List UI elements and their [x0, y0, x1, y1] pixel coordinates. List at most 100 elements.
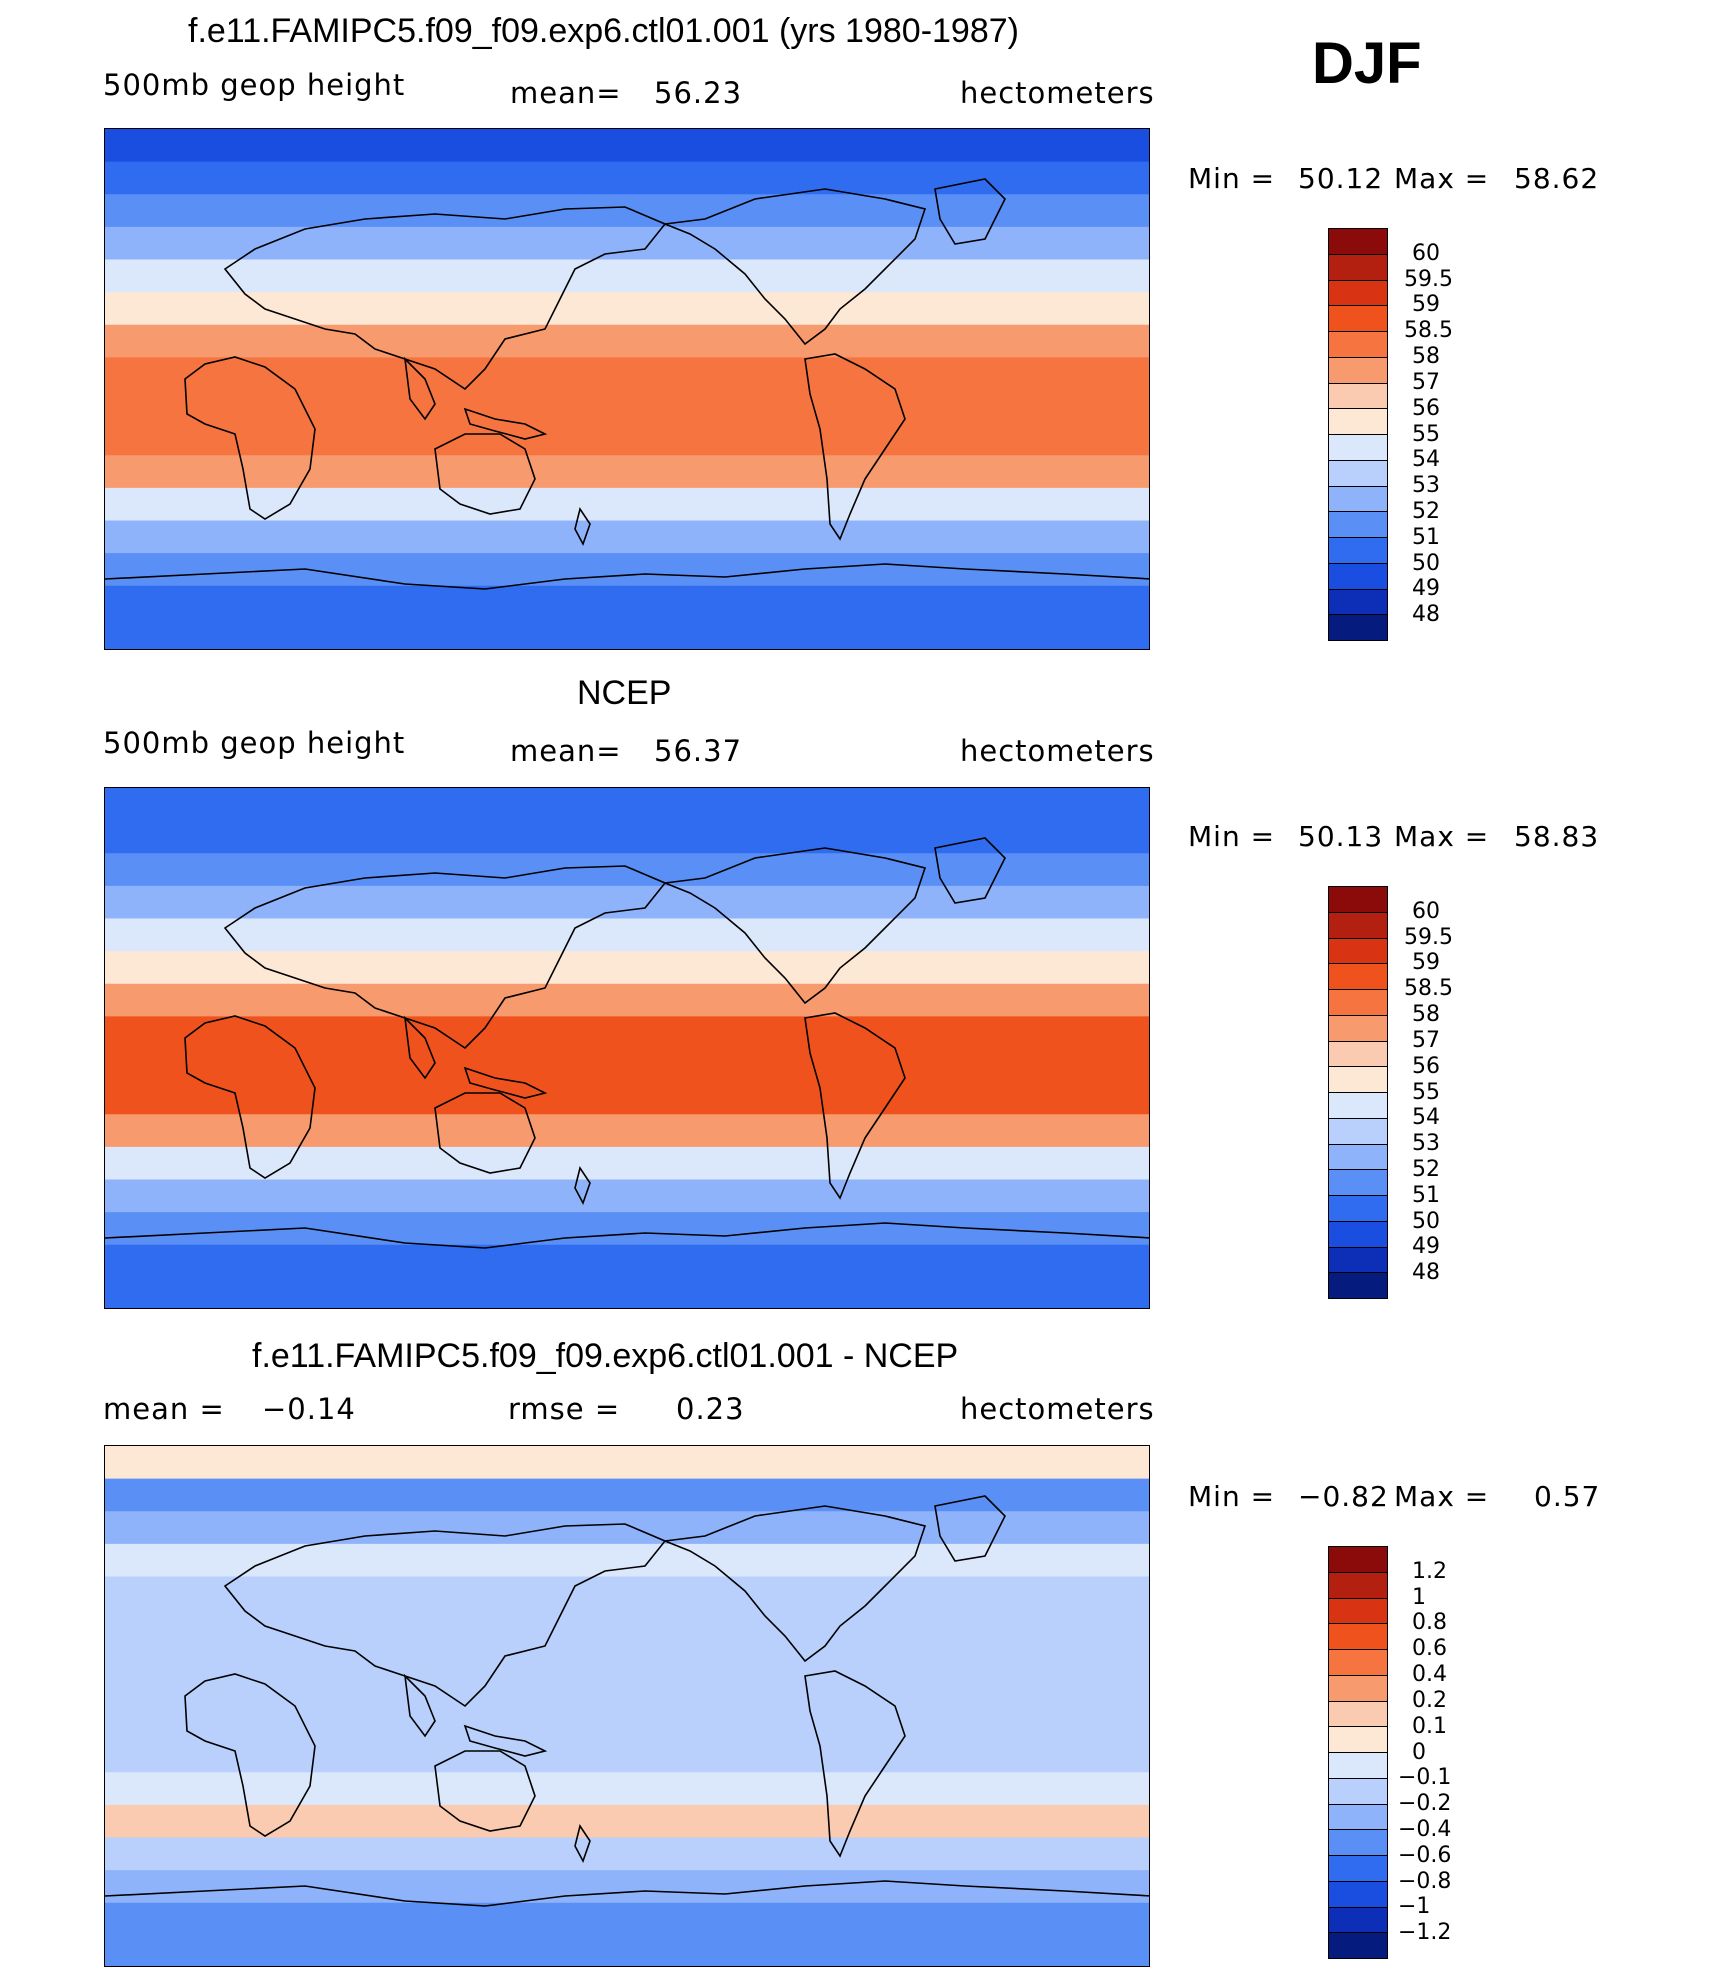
coastline [184, 1015, 316, 1179]
coastline [934, 1495, 1006, 1562]
map-contour-band [105, 455, 1149, 489]
coastline [664, 188, 927, 346]
colorbar-swatch [1329, 1778, 1387, 1805]
colorbar-swatch [1329, 938, 1387, 965]
colorbar-label: 57 [1412, 1027, 1440, 1053]
colorbar-swatch [1329, 912, 1387, 939]
colorbar-swatch [1329, 280, 1387, 307]
map-contour-band [105, 1081, 1149, 1116]
coastline [105, 563, 1149, 590]
map-contour-band [105, 1511, 1149, 1545]
map-canvas [105, 129, 1149, 649]
panel-3-units: hectometers [960, 1392, 1155, 1426]
map-contour-band [105, 357, 1149, 391]
coastline [223, 1523, 667, 1708]
colorbar-swatch [1329, 990, 1387, 1016]
colorbar-swatch [1329, 409, 1387, 435]
coastline [184, 356, 316, 520]
colorbar-swatch [1329, 383, 1387, 410]
map-contour-band [105, 1674, 1149, 1708]
coastline [934, 178, 1006, 245]
colorbar-label: 50 [1412, 550, 1440, 576]
map-contour-band [105, 585, 1149, 620]
colorbar-swatch [1329, 1547, 1387, 1573]
map-contour-band [105, 1772, 1149, 1806]
coastline [804, 1012, 906, 1200]
panel-3-min-value: −0.82 [1298, 1480, 1389, 1513]
coastline [463, 1066, 548, 1099]
map-contour-band [105, 1576, 1149, 1611]
panel-2-units: hectometers [960, 734, 1155, 768]
colorbar-swatch [1329, 615, 1387, 640]
map-contour-band [105, 1244, 1149, 1279]
colorbar-label: 1.2 [1412, 1558, 1447, 1584]
colorbar-swatch [1329, 1067, 1387, 1093]
panel-2-min-label: Min = [1188, 820, 1276, 853]
panel-2-variable: 500mb geop height [103, 726, 406, 760]
panel-1-mean-value: 56.23 [654, 76, 743, 110]
colorbar-swatch [1329, 538, 1387, 564]
map-contour-band [105, 1277, 1149, 1308]
coastline [934, 837, 1006, 904]
colorbar-label: 48 [1412, 1260, 1440, 1286]
panel-2-map [104, 787, 1150, 1309]
colorbar-label: −0.4 [1398, 1816, 1452, 1842]
map-contour-band [105, 1016, 1149, 1050]
colorbar-label: 0.4 [1412, 1662, 1447, 1688]
colorbar-label: 51 [1412, 1182, 1440, 1208]
map-contour-band [105, 1902, 1149, 1937]
colorbar-swatch [1329, 229, 1387, 255]
map-contour-band [105, 324, 1149, 359]
colorbar-swatch [1329, 1701, 1387, 1728]
colorbar-swatch [1329, 1144, 1387, 1171]
map-contour-band [105, 1543, 1149, 1578]
colorbar-swatch [1329, 1856, 1387, 1882]
map-contour-band [105, 292, 1149, 326]
colorbar-swatch [1329, 1015, 1387, 1042]
colorbar-label: 0.1 [1412, 1713, 1447, 1739]
map-contour-band [105, 161, 1149, 196]
colorbar-swatch [1329, 1727, 1387, 1753]
coastline [223, 865, 667, 1050]
map-contour-band [105, 1935, 1149, 1966]
panel-2-min-value: 50.13 [1298, 820, 1384, 853]
map-contour-band [105, 487, 1149, 522]
colorbar-label: 0.2 [1412, 1687, 1447, 1713]
coastline [403, 356, 436, 421]
colorbar-swatch [1329, 1273, 1387, 1298]
coastline [574, 507, 591, 546]
colorbar-label: 55 [1412, 1079, 1440, 1105]
panel-2-title: NCEP [577, 674, 672, 712]
panel-3-rmse-label: rmse = [508, 1392, 621, 1426]
panel-1-map [104, 128, 1150, 650]
panel-1-variable: 500mb geop height [103, 68, 406, 102]
map-contour-band [105, 520, 1149, 555]
panel-1-max-value: 58.62 [1514, 162, 1600, 195]
coastline [664, 847, 927, 1005]
colorbar-label: 57 [1412, 369, 1440, 395]
panel-3-min-label: Min = [1188, 1480, 1276, 1513]
colorbar-label: 56 [1412, 1053, 1440, 1079]
panel-2-colorbar [1328, 886, 1388, 1299]
colorbar-swatch [1329, 332, 1387, 358]
map-contour-band [105, 390, 1149, 424]
colorbar-swatch [1329, 1221, 1387, 1248]
map-contour-band [105, 1478, 1149, 1513]
colorbar-swatch [1329, 1572, 1387, 1599]
colorbar-label: −1 [1398, 1894, 1431, 1920]
coastline [434, 433, 536, 515]
colorbar-label: 58.5 [1404, 318, 1453, 344]
coastline [434, 1750, 536, 1832]
map-contour-band [105, 788, 1149, 822]
colorbar-swatch [1329, 1093, 1387, 1119]
colorbar-label: 59.5 [1404, 266, 1453, 292]
coastline [463, 407, 548, 440]
colorbar-label: 52 [1412, 1156, 1440, 1182]
panel-2-mean-label: mean= [510, 734, 622, 768]
coastline [574, 1824, 591, 1863]
colorbar-label: 59.5 [1404, 924, 1453, 950]
map-contour-band [105, 1446, 1149, 1480]
coastline [403, 1673, 436, 1738]
panel-2-max-label: Max = [1394, 820, 1490, 853]
map-contour-band [105, 1049, 1149, 1083]
